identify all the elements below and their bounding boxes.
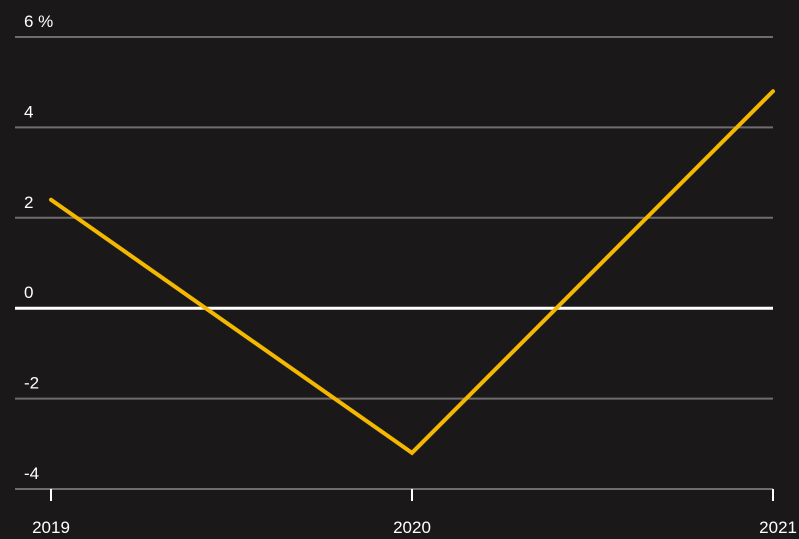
x-tick-label: 2020 <box>393 518 431 537</box>
gridlines <box>15 36 773 490</box>
y-axis-labels: 6 % 4 2 0 -2 -4 <box>24 12 53 483</box>
x-tick-label: 2021 <box>759 518 797 537</box>
x-tick-label: 2019 <box>32 518 70 537</box>
x-axis: 2019 2020 2021 <box>32 489 797 537</box>
y-tick-label: 4 <box>24 102 33 121</box>
y-tick-label: 2 <box>24 193 33 212</box>
y-tick-label: -2 <box>24 374 39 393</box>
series-line <box>49 89 775 456</box>
y-tick-label: -4 <box>24 464 39 483</box>
series-group <box>49 89 775 456</box>
y-tick-label: 6 % <box>24 12 53 31</box>
y-tick-label: 0 <box>24 283 33 302</box>
